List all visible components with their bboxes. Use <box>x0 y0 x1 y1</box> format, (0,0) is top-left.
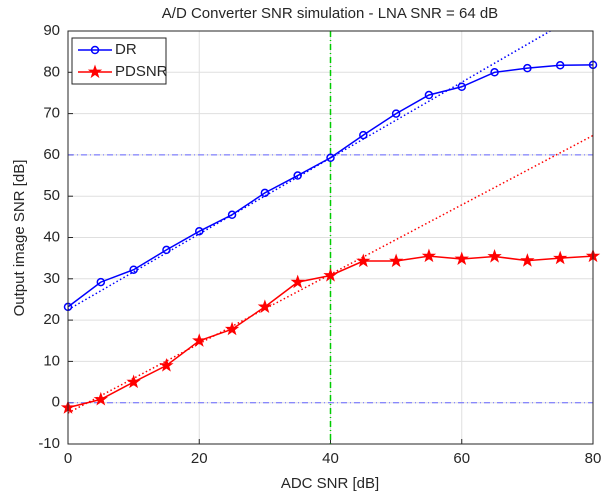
y-tick-label: 0 <box>52 394 60 411</box>
marker <box>391 109 401 118</box>
marker <box>257 299 273 313</box>
y-tick-label: 20 <box>43 311 60 328</box>
marker <box>290 274 305 289</box>
marker <box>487 248 502 263</box>
marker <box>224 321 240 336</box>
marker <box>93 391 108 406</box>
marker <box>520 253 535 267</box>
marker <box>293 171 302 180</box>
marker <box>424 90 434 100</box>
marker <box>490 68 499 77</box>
marker <box>195 227 204 236</box>
legend-label: DR <box>115 41 137 58</box>
legend-marker <box>90 45 100 55</box>
marker <box>159 358 174 372</box>
y-tick-label: -10 <box>38 435 60 452</box>
marker <box>192 333 207 347</box>
marker <box>359 130 368 140</box>
x-axis-label: ADC SNR [dB] <box>281 475 379 492</box>
x-tick-label: 80 <box>585 450 602 467</box>
legend-box <box>71 37 167 85</box>
chart-title: A/D Converter SNR simulation - LNA SNR =… <box>162 5 498 22</box>
x-tick-label: 0 <box>64 450 72 467</box>
y-tick-label: 80 <box>43 63 60 80</box>
marker <box>454 251 469 266</box>
y-tick-label: 60 <box>43 146 60 163</box>
marker <box>96 277 106 287</box>
marker <box>323 267 338 282</box>
marker <box>326 153 335 163</box>
series-line <box>67 64 594 308</box>
y-tick-label: 90 <box>43 22 60 39</box>
trend-line <box>68 31 551 311</box>
legend-label: PDSNR <box>115 63 168 80</box>
marker <box>227 210 237 220</box>
y-tick-label: 10 <box>43 352 60 369</box>
marker <box>555 61 565 70</box>
marker <box>553 250 568 265</box>
marker <box>356 253 371 268</box>
marker <box>457 82 466 92</box>
marker <box>126 374 141 389</box>
marker <box>129 265 138 274</box>
x-tick-label: 20 <box>191 450 208 467</box>
marker <box>523 63 532 73</box>
x-tick-label: 40 <box>322 450 339 467</box>
axes-box <box>67 30 594 445</box>
marker <box>388 253 404 268</box>
legend-marker <box>87 64 103 79</box>
y-tick-label: 70 <box>43 105 60 122</box>
marker <box>162 245 171 255</box>
marker <box>421 248 437 263</box>
marker <box>260 188 270 198</box>
y-tick-label: 30 <box>43 270 60 287</box>
y-tick-label: 50 <box>43 187 60 204</box>
x-tick-label: 60 <box>453 450 470 467</box>
y-axis-label: Output image SNR [dB] <box>11 160 28 317</box>
y-tick-label: 40 <box>43 228 60 245</box>
